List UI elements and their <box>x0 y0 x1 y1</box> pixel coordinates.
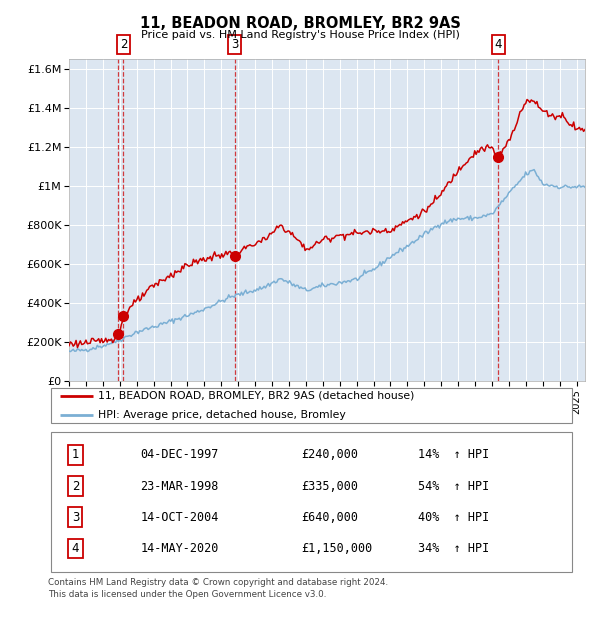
Text: £335,000: £335,000 <box>301 479 358 492</box>
FancyBboxPatch shape <box>50 432 572 572</box>
FancyBboxPatch shape <box>50 388 572 423</box>
Text: 1: 1 <box>72 448 79 461</box>
Text: 14%  ↑ HPI: 14% ↑ HPI <box>418 448 489 461</box>
Text: 3: 3 <box>231 38 238 51</box>
Text: 34%  ↑ HPI: 34% ↑ HPI <box>418 542 489 555</box>
Text: Price paid vs. HM Land Registry's House Price Index (HPI): Price paid vs. HM Land Registry's House … <box>140 30 460 40</box>
Text: 54%  ↑ HPI: 54% ↑ HPI <box>418 479 489 492</box>
Text: 11, BEADON ROAD, BROMLEY, BR2 9AS (detached house): 11, BEADON ROAD, BROMLEY, BR2 9AS (detac… <box>98 391 415 401</box>
Text: HPI: Average price, detached house, Bromley: HPI: Average price, detached house, Brom… <box>98 410 346 420</box>
Text: 4: 4 <box>494 38 502 51</box>
Text: 2: 2 <box>72 479 79 492</box>
Text: 23-MAR-1998: 23-MAR-1998 <box>140 479 219 492</box>
Text: 2: 2 <box>120 38 127 51</box>
Text: £240,000: £240,000 <box>301 448 358 461</box>
Text: Contains HM Land Registry data © Crown copyright and database right 2024.
This d: Contains HM Land Registry data © Crown c… <box>48 578 388 600</box>
Text: £640,000: £640,000 <box>301 511 358 524</box>
Text: 11, BEADON ROAD, BROMLEY, BR2 9AS: 11, BEADON ROAD, BROMLEY, BR2 9AS <box>140 16 460 30</box>
Text: 4: 4 <box>72 542 79 555</box>
Text: 04-DEC-1997: 04-DEC-1997 <box>140 448 219 461</box>
Text: £1,150,000: £1,150,000 <box>301 542 373 555</box>
Text: 14-MAY-2020: 14-MAY-2020 <box>140 542 219 555</box>
Text: 40%  ↑ HPI: 40% ↑ HPI <box>418 511 489 524</box>
Text: 14-OCT-2004: 14-OCT-2004 <box>140 511 219 524</box>
Text: 3: 3 <box>72 511 79 524</box>
